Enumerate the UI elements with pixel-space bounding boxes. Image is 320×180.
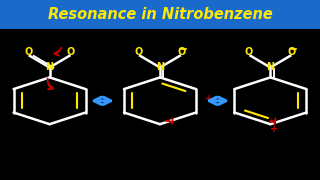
Text: N: N [156, 62, 164, 72]
Text: O: O [245, 47, 253, 57]
Text: O: O [288, 47, 296, 57]
Text: O: O [177, 47, 186, 57]
Text: Resonance in Nitrobenzene: Resonance in Nitrobenzene [48, 7, 272, 22]
Text: O: O [24, 47, 32, 57]
Text: −: − [291, 46, 296, 51]
Text: +: + [269, 124, 278, 134]
FancyBboxPatch shape [0, 0, 320, 29]
Text: O: O [134, 47, 143, 57]
Text: +: + [204, 94, 213, 104]
Text: O: O [67, 47, 75, 57]
Text: −: − [180, 46, 185, 51]
Text: N: N [266, 62, 275, 72]
Text: N: N [45, 62, 54, 72]
